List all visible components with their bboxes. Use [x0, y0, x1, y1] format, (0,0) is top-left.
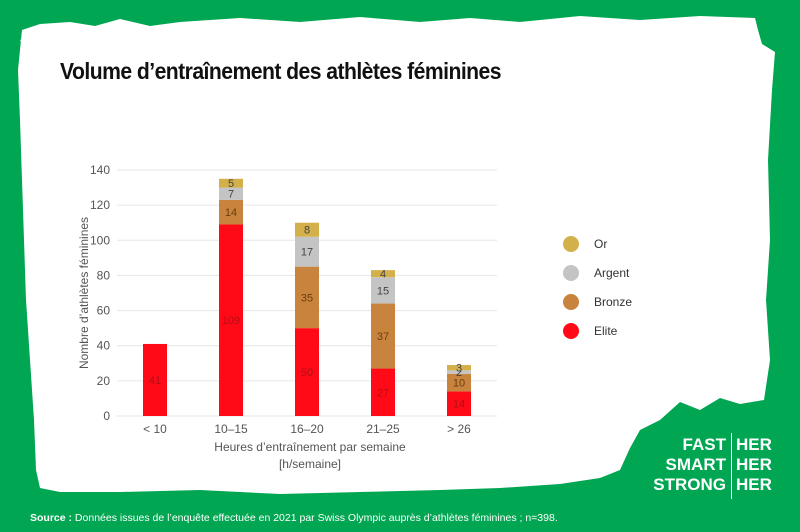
brand-row: SMART HER — [648, 455, 772, 475]
bar-segment-or — [447, 365, 471, 371]
brand-word: STRONG — [653, 475, 726, 494]
bar-segment-elite — [295, 328, 319, 416]
data-label: 15 — [377, 285, 389, 297]
x-tick-label: 16–20 — [290, 422, 324, 436]
source-label: Source : — [30, 512, 73, 524]
x-tick-label: 21–25 — [366, 422, 400, 436]
legend-swatch-or — [563, 236, 579, 252]
y-axis-title: Nombre d’athlètes féminines — [77, 217, 91, 369]
bar-segment-argent — [295, 236, 319, 267]
data-label: 7 — [228, 189, 234, 201]
legend-swatch-elite — [563, 323, 579, 339]
brand-row: FAST HER — [648, 435, 772, 455]
data-label: 5 — [228, 178, 234, 190]
bar-segment-elite — [219, 224, 243, 416]
y-axis-ticks: 0 20 40 60 80 100 120 140 — [90, 163, 110, 423]
y-tick-label: 80 — [97, 268, 111, 282]
data-label: 2 — [456, 367, 462, 379]
data-label: 14 — [453, 399, 465, 411]
x-tick-label: 10–15 — [214, 422, 248, 436]
data-label: 109 — [222, 315, 240, 327]
legend: Or Argent Bronze Elite — [563, 236, 632, 339]
bar-segment-or — [295, 222, 319, 237]
data-label: 41 — [149, 375, 161, 387]
data-label: 27 — [377, 387, 389, 399]
bar-segment-or — [219, 178, 243, 188]
legend-label: Or — [594, 237, 607, 251]
legend-swatch-argent — [563, 265, 579, 281]
legend-label: Argent — [594, 266, 630, 280]
data-label: 3 — [456, 363, 462, 375]
brand-divider — [731, 433, 732, 499]
brand-word: FAST — [682, 435, 726, 454]
chart-title: Volume d’entraînement des athlètes fémin… — [60, 58, 502, 84]
bar-segment-bronze — [295, 266, 319, 329]
white-brush-stroke — [18, 16, 775, 494]
data-label: 37 — [377, 331, 389, 343]
bar-segment-bronze — [447, 373, 471, 392]
x-axis-ticks: < 10 10–15 16–20 21–25 > 26 — [143, 422, 471, 436]
brand-logo: FAST HER SMART HER STRONG HER — [648, 435, 772, 495]
y-tick-label: 140 — [90, 163, 110, 177]
brand-word: SMART — [665, 455, 726, 474]
y-tick-label: 20 — [97, 374, 111, 388]
data-label: 10 — [453, 378, 465, 390]
y-tick-label: 120 — [90, 198, 110, 212]
data-label: 50 — [301, 367, 313, 379]
brand-word: HER — [736, 435, 772, 454]
legend-swatch-bronze — [563, 294, 579, 310]
data-label: 14 — [225, 207, 237, 219]
bar-segment-argent — [219, 187, 243, 200]
data-label: 8 — [304, 225, 310, 237]
y-tick-label: 100 — [90, 233, 110, 247]
x-tick-label: > 26 — [447, 422, 471, 436]
bar-segment-elite — [143, 343, 167, 416]
bar-segment-bronze — [219, 199, 243, 225]
brand-word: HER — [736, 475, 772, 494]
data-label: 4 — [380, 269, 386, 281]
bar-segment-elite — [371, 368, 395, 416]
brand-word: HER — [736, 455, 772, 474]
y-tick-label: 60 — [97, 304, 111, 318]
bar-segment-or — [371, 270, 395, 278]
bar-segment-bronze — [371, 303, 395, 369]
source-text: Données issues de l’enquête effectuée en… — [72, 512, 558, 524]
bar-segment-argent — [447, 370, 471, 374]
y-tick-label: 40 — [97, 339, 111, 353]
y-tick-label: 0 — [103, 409, 110, 423]
x-tick-label: < 10 — [143, 422, 167, 436]
bar-segment-elite — [447, 391, 471, 416]
x-axis-title: Heures d’entraînement par semaine — [214, 440, 406, 454]
bar-segment-argent — [371, 277, 395, 304]
data-label: 35 — [301, 292, 313, 304]
brand-row: STRONG HER — [648, 475, 772, 495]
x-axis-unit: [h/semaine] — [279, 457, 341, 471]
source-note: Source : Données issues de l’enquête eff… — [30, 512, 558, 524]
legend-label: Bronze — [594, 295, 632, 309]
data-label: 17 — [301, 247, 313, 259]
legend-label: Elite — [594, 324, 618, 338]
